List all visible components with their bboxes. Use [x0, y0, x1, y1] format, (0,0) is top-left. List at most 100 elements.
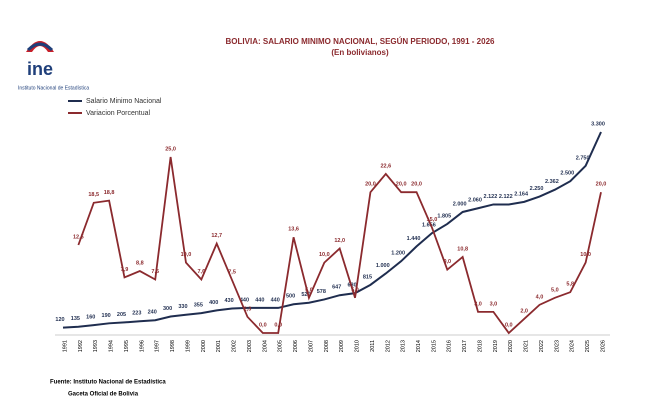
data-label: 2,0: [520, 308, 528, 314]
data-label: 8,8: [136, 261, 144, 267]
x-tick-label: 2010: [355, 340, 361, 352]
data-label: 10,0: [580, 252, 591, 258]
data-label: 12,7: [211, 233, 222, 239]
data-label: 440: [255, 297, 264, 303]
x-tick-label: 1997: [155, 340, 161, 352]
x-tick-label: 2018: [477, 340, 483, 352]
data-label: 815: [363, 274, 372, 280]
data-label: 647: [332, 285, 341, 291]
data-label: 25,0: [165, 146, 176, 152]
x-tick-label: 1995: [124, 340, 130, 352]
data-label: 0,0: [259, 322, 267, 328]
data-label: 1.440: [407, 236, 421, 242]
x-tick-label: 2001: [216, 340, 222, 352]
data-label: 5,0: [551, 287, 559, 293]
x-tick-label: 2006: [293, 340, 299, 352]
data-label: 2.362: [545, 179, 559, 185]
series-line: [62, 131, 602, 329]
data-label: 9,0: [443, 259, 451, 265]
x-tick-label: 1993: [93, 340, 99, 352]
data-label: 20,0: [596, 182, 607, 188]
data-label: 18,5: [88, 192, 99, 198]
note: Fuente: Instituto Nacional de Estadístic…: [50, 380, 166, 386]
x-tick-label: 2012: [385, 340, 391, 352]
legend-label: Salario Minimo Nacional: [86, 98, 162, 105]
data-label: 205: [117, 312, 126, 318]
data-label: 355: [194, 303, 203, 309]
data-label: 20,0: [396, 182, 407, 188]
data-label: 7,5: [228, 270, 236, 276]
data-label: 7,6: [151, 269, 159, 275]
data-label: 10,0: [319, 252, 330, 258]
x-tick-label: 2013: [401, 340, 407, 352]
data-label: 7,9: [121, 267, 129, 273]
x-tick-label: 2015: [431, 340, 437, 352]
x-tick-label: 2017: [462, 340, 468, 352]
data-label: 1.656: [422, 223, 436, 229]
x-tick-label: 2003: [247, 340, 253, 352]
logo-arc-inner: [26, 42, 54, 52]
x-tick-label: 2016: [447, 340, 453, 352]
series-line: [77, 156, 602, 335]
logo-arc: [26, 41, 54, 52]
data-label: 20,0: [365, 182, 376, 188]
data-label: 2.060: [468, 198, 482, 204]
data-label: 15,0: [427, 217, 438, 223]
x-tick-label: 1994: [109, 340, 115, 352]
data-label: 578: [317, 289, 326, 295]
data-label: 160: [86, 315, 95, 321]
data-label: 2.500: [560, 171, 574, 177]
x-tick-label: 2008: [324, 340, 330, 352]
data-label: 1.000: [376, 263, 390, 269]
x-tick-label: 2021: [524, 340, 530, 352]
data-label: 3.300: [591, 121, 605, 127]
x-tick-label: 1991: [62, 340, 68, 352]
data-label: 1.805: [437, 213, 451, 219]
x-tick-label: 2009: [339, 340, 345, 352]
x-tick-label: 2005: [278, 340, 284, 352]
data-label: 5,0: [305, 287, 313, 293]
data-label: 13,6: [288, 227, 299, 233]
data-label: 430: [224, 298, 233, 304]
data-label: 5,0: [351, 287, 359, 293]
x-tick-label: 2020: [508, 340, 514, 352]
data-label: 5,8: [566, 282, 574, 288]
data-label: 2.122: [499, 194, 513, 200]
data-label: 2,3: [244, 306, 252, 312]
data-label: 12,5: [73, 234, 84, 240]
data-label: 3,0: [474, 301, 482, 307]
x-tick-label: 2026: [600, 340, 606, 352]
data-label: 3,0: [490, 301, 498, 307]
data-label: 10,0: [181, 252, 192, 258]
data-label: 7,6: [198, 269, 206, 275]
x-tick-label: 1998: [170, 340, 176, 352]
data-label: 330: [178, 304, 187, 310]
data-label: 400: [209, 300, 218, 306]
chart-subtitle: (En bolivianos): [331, 48, 389, 57]
x-tick-label: 2025: [585, 340, 591, 352]
data-label: 2.250: [530, 186, 544, 192]
x-tick-label: 2022: [539, 340, 545, 352]
data-label: 300: [163, 306, 172, 312]
x-tick-label: 2023: [554, 340, 560, 352]
data-label: 2.122: [484, 194, 498, 200]
data-label: 12,0: [334, 238, 345, 244]
x-tick-label: 2000: [201, 340, 207, 352]
x-tick-label: 2011: [370, 340, 376, 352]
x-tick-label: 2024: [570, 340, 576, 352]
x-tick-label: 2019: [493, 340, 499, 352]
data-label: 190: [102, 313, 111, 319]
data-label: 440: [271, 297, 280, 303]
legend-label: Variacion Porcentual: [86, 110, 151, 117]
data-label: 1.200: [391, 251, 405, 257]
data-label: 2.164: [514, 191, 529, 197]
note: Gaceta Oficial de Bolivia: [68, 392, 139, 398]
data-label: 500: [286, 294, 295, 300]
data-label: 0,0: [274, 322, 282, 328]
x-tick-label: 2002: [232, 340, 238, 352]
data-label: 22,6: [380, 163, 391, 169]
data-label: 20,0: [411, 182, 422, 188]
x-tick-label: 1996: [139, 340, 145, 352]
data-label: 120: [55, 317, 64, 323]
